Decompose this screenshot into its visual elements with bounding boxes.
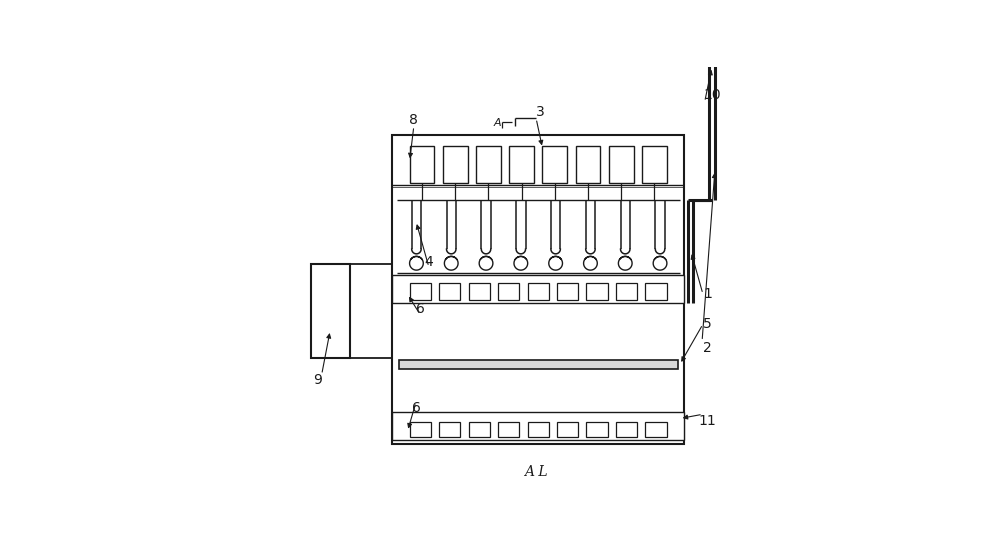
Bar <box>557 422 578 437</box>
Bar <box>576 146 600 183</box>
Bar <box>392 135 684 444</box>
Bar <box>616 422 637 437</box>
Bar <box>410 282 431 300</box>
Bar <box>476 146 501 183</box>
Bar <box>469 422 490 437</box>
Text: 6: 6 <box>416 302 425 316</box>
Bar <box>498 422 519 437</box>
Bar <box>609 146 634 183</box>
Bar <box>311 264 350 359</box>
Text: 2: 2 <box>703 341 712 355</box>
Text: A L: A L <box>524 465 548 479</box>
Text: 11: 11 <box>699 414 717 428</box>
Bar <box>528 422 549 437</box>
Bar <box>642 146 667 183</box>
Text: 3: 3 <box>536 105 545 119</box>
Text: 8: 8 <box>409 114 418 128</box>
Bar <box>498 282 519 300</box>
Bar <box>645 422 667 437</box>
Text: 5: 5 <box>703 317 712 331</box>
Text: 4: 4 <box>424 255 433 269</box>
Text: 6: 6 <box>412 401 420 415</box>
Bar <box>542 146 567 183</box>
Bar <box>443 146 468 183</box>
Polygon shape <box>707 45 717 58</box>
Bar <box>469 282 490 300</box>
Bar <box>645 282 667 300</box>
Bar <box>586 282 608 300</box>
Bar <box>509 146 534 183</box>
Text: 1: 1 <box>703 287 712 301</box>
Bar <box>586 422 608 437</box>
Bar <box>439 422 460 437</box>
Bar <box>410 146 434 183</box>
Bar <box>528 282 549 300</box>
Bar <box>557 282 578 300</box>
Bar <box>399 360 678 369</box>
Text: 9: 9 <box>313 373 322 387</box>
Bar <box>439 282 460 300</box>
Bar <box>392 275 684 303</box>
Bar <box>616 282 637 300</box>
Bar <box>410 422 431 437</box>
Bar <box>392 412 684 440</box>
Text: A: A <box>494 119 501 129</box>
Text: 10: 10 <box>703 87 721 102</box>
